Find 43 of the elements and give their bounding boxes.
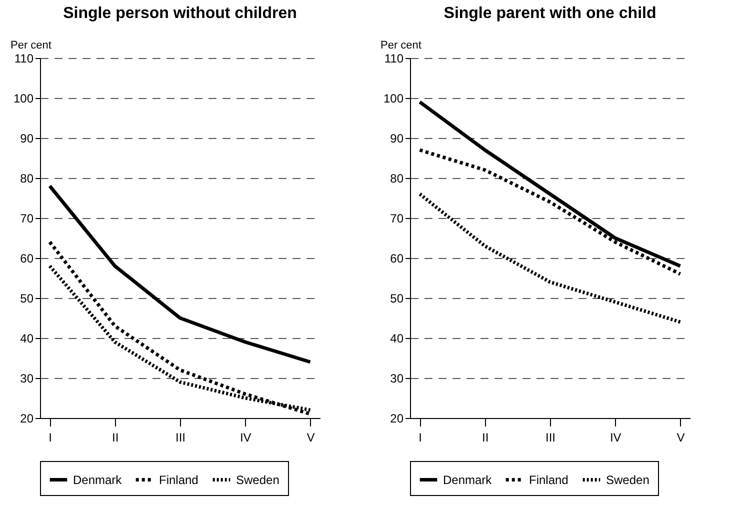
y-tick-label: 20 [390, 412, 404, 426]
line-series [418, 192, 682, 324]
y-tick-label: 80 [390, 172, 404, 186]
x-tick-label: III [545, 430, 556, 444]
y-tick-label: 100 [13, 92, 34, 106]
y-axis-title: Per cent [380, 40, 422, 52]
y-tick-label: 30 [390, 372, 404, 386]
legend-label: Denmark [443, 472, 493, 487]
y-tick-label: 110 [14, 52, 34, 66]
y-axis-title: Per cent [10, 40, 52, 52]
x-tick-label: II [112, 430, 119, 444]
y-tick-label: 40 [20, 332, 34, 346]
chart-title: Single parent with one child [444, 5, 656, 22]
legend-label: Denmark [73, 472, 123, 487]
y-tick-label: 60 [20, 252, 34, 266]
y-tick-label: 100 [383, 92, 404, 106]
legend-label: Sweden [236, 472, 280, 487]
x-tick-label: IV [610, 430, 622, 444]
line-series [48, 184, 312, 364]
x-tick-label: V [306, 430, 315, 444]
y-tick-label: 30 [20, 372, 34, 386]
y-tick-label: 20 [20, 412, 34, 426]
y-tick-label: 70 [390, 212, 404, 226]
x-tick-label: II [482, 430, 489, 444]
y-tick-label: 90 [390, 132, 404, 146]
chart-title: Single person without children [63, 5, 297, 22]
x-tick-label: I [48, 430, 52, 444]
line-series [48, 240, 312, 416]
legend-label: Finland [159, 472, 198, 487]
y-tick-label: 50 [20, 292, 34, 306]
x-tick-label: III [175, 430, 186, 444]
y-tick-label: 60 [390, 252, 404, 266]
y-tick-label: 90 [20, 132, 34, 146]
x-tick-label: IV [240, 430, 252, 444]
legend-label: Finland [529, 472, 568, 487]
x-tick-label: V [676, 430, 685, 444]
y-tick-label: 50 [390, 292, 404, 306]
y-tick-label: 70 [20, 212, 34, 226]
y-tick-label: 110 [384, 52, 404, 66]
x-tick-label: I [418, 430, 422, 444]
y-tick-label: 40 [390, 332, 404, 346]
y-tick-label: 80 [20, 172, 34, 186]
legend-label: Sweden [606, 472, 650, 487]
